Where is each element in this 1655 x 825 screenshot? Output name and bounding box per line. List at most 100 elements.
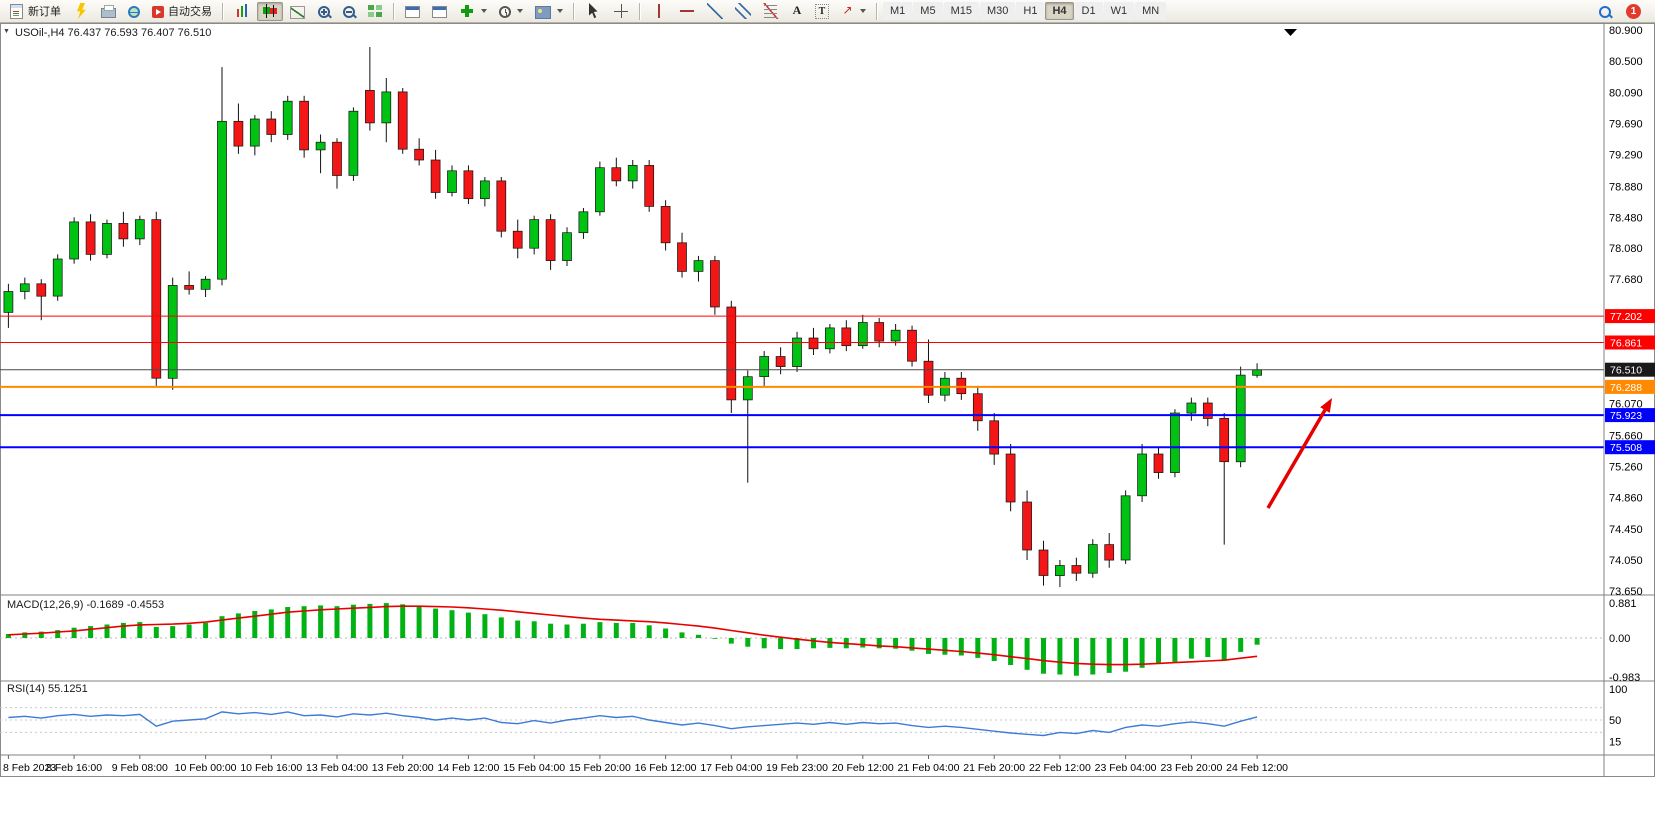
svg-text:24 Feb 12:00: 24 Feb 12:00 [1226,762,1288,774]
bar-chart-icon [234,3,250,19]
svg-text:23 Feb 04:00: 23 Feb 04:00 [1095,762,1157,774]
periods-button[interactable] [494,2,528,21]
timeframe-button-m15[interactable]: M15 [943,2,979,20]
vertical-line-icon [651,3,667,19]
community-button[interactable] [123,2,145,21]
svg-text:20 Feb 12:00: 20 Feb 12:00 [832,762,894,774]
timeframe-button-mn[interactable]: MN [1135,2,1167,20]
bar-chart-button[interactable] [229,2,255,21]
svg-text:50: 50 [1609,715,1621,727]
candlestick-chart-icon [262,3,278,19]
new-order-icon [10,3,23,19]
svg-text:8 Feb 2023: 8 Feb 2023 [3,762,56,774]
svg-text:0.00: 0.00 [1609,633,1630,645]
tile-windows-button[interactable] [362,2,388,21]
svg-text:76.861: 76.861 [1610,338,1642,350]
text-tool-button[interactable]: A [786,2,808,21]
auto-scroll-button[interactable] [400,2,425,21]
cursor-button[interactable] [580,2,606,21]
svg-text:78.880: 78.880 [1609,181,1643,193]
svg-text:76.288: 76.288 [1610,382,1642,394]
svg-text:-0.983: -0.983 [1609,672,1640,684]
timeframe-button-m30[interactable]: M30 [979,2,1016,20]
svg-text:77.202: 77.202 [1610,311,1642,323]
timeframe-button-m1[interactable]: M1 [883,2,913,20]
svg-text:76.070: 76.070 [1609,399,1643,411]
svg-text:79.290: 79.290 [1609,150,1643,162]
zoom-in-icon [317,5,330,18]
line-chart-button[interactable] [285,2,310,21]
zoom-in-button[interactable] [312,2,335,21]
auto-scroll-icon [405,6,420,18]
timeframe-button-m5[interactable]: M5 [913,2,943,20]
timeframe-button-w1[interactable]: W1 [1103,2,1135,20]
tile-windows-icon [367,3,383,19]
svg-text:10 Feb 00:00: 10 Feb 00:00 [175,762,237,774]
notification-badge[interactable]: 1 [1626,3,1641,19]
toolbar-separator [573,2,575,20]
svg-text:13 Feb 04:00: 13 Feb 04:00 [306,762,368,774]
zoom-out-icon [342,5,355,18]
print-button[interactable] [96,2,121,21]
chart-shift-marker [1284,29,1297,36]
svg-text:21 Feb 04:00: 21 Feb 04:00 [898,762,960,774]
lightning-icon [77,3,86,19]
auto-trading-icon [152,6,164,18]
chevron-down-icon [481,9,487,13]
svg-text:19 Feb 23:00: 19 Feb 23:00 [766,762,828,774]
auto-trading-label: 自动交易 [168,6,212,18]
svg-text:21 Feb 20:00: 21 Feb 20:00 [963,762,1025,774]
chevron-down-icon [517,9,523,13]
svg-text:17 Feb 04:00: 17 Feb 04:00 [700,762,762,774]
svg-text:23 Feb 20:00: 23 Feb 20:00 [1160,762,1222,774]
svg-text:13 Feb 20:00: 13 Feb 20:00 [372,762,434,774]
cursor-icon [589,3,598,19]
auto-trading-button[interactable]: 自动交易 [147,2,217,21]
svg-text:80.500: 80.500 [1609,56,1643,68]
timeframe-button-d1[interactable]: D1 [1074,2,1103,20]
search-button[interactable] [1593,2,1616,21]
svg-text:75.508: 75.508 [1610,442,1642,454]
fibonacci-button[interactable] [758,2,784,21]
price-tags: 77.202 76.861 76.510 76.288 75.923 75.508 [1605,309,1655,455]
channel-button[interactable] [730,2,756,21]
candlestick-chart-button[interactable] [257,1,283,21]
arrows-tool-button[interactable]: ↗ [836,2,871,21]
new-order-button[interactable]: 新订单 [4,2,66,21]
quick-alert-button[interactable] [68,2,94,21]
trendline-button[interactable] [702,2,728,21]
templates-button[interactable] [530,2,568,21]
chart-shift-icon [432,6,447,18]
timeframe-button-h1[interactable]: H1 [1016,2,1045,20]
new-order-label: 新订单 [28,6,61,18]
channel-icon [735,3,751,19]
text-label-button[interactable]: T [810,2,834,21]
price-chart[interactable]: 80.900 80.500 80.090 79.690 79.290 78.880 78.4… [0,23,1655,825]
zoom-out-button[interactable] [337,2,360,21]
chevron-down-icon [860,9,866,13]
indicators-button[interactable] [454,2,492,21]
toolbar-separator [393,2,395,20]
arrow-tool-icon: ↗ [842,3,853,17]
clock-icon [499,6,511,18]
chart-shift-button[interactable] [427,2,452,21]
timeframe-button-h4[interactable]: H4 [1045,2,1074,20]
horizontal-line-icon [679,3,695,19]
svg-text:22 Feb 12:00: 22 Feb 12:00 [1029,762,1091,774]
svg-text:78.480: 78.480 [1609,212,1643,224]
toolbar-separator [876,2,878,20]
text-tool-icon: A [792,3,802,17]
svg-text:9 Feb 08:00: 9 Feb 08:00 [112,762,168,774]
svg-text:15: 15 [1609,737,1621,749]
svg-text:73.650: 73.650 [1609,586,1643,598]
crosshair-button[interactable] [608,2,634,21]
vertical-line-button[interactable] [646,2,672,21]
template-icon [535,5,551,19]
horizontal-line-button[interactable] [674,2,700,21]
svg-text:8 Feb 16:00: 8 Feb 16:00 [46,762,102,774]
chevron-down-icon [557,9,563,13]
line-chart-icon [290,5,305,19]
svg-text:80.900: 80.900 [1609,25,1643,37]
crosshair-icon [613,3,629,19]
